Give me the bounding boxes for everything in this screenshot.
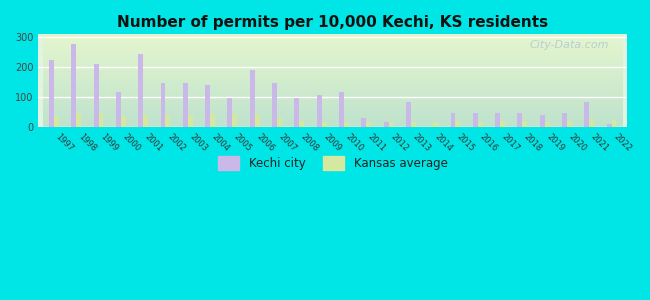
Title: Number of permits per 10,000 Kechi, KS residents: Number of permits per 10,000 Kechi, KS r… [117,15,549,30]
Bar [138,54,143,127]
Bar [143,115,148,127]
Bar [384,122,389,127]
Bar [517,113,523,127]
Bar [590,119,594,127]
Bar [49,60,54,127]
Bar [166,115,170,127]
Bar [76,113,81,127]
Bar [433,122,438,127]
Bar [473,113,478,127]
Bar [495,113,500,127]
Bar [584,102,590,127]
Bar [161,82,166,127]
Bar [210,114,215,127]
Bar [540,115,545,127]
Bar [322,122,326,127]
Bar [366,122,371,127]
Bar [317,95,322,127]
Bar [500,121,505,127]
Bar [94,64,99,127]
Bar [233,114,237,127]
Legend: Kechi city, Kansas average: Kechi city, Kansas average [213,152,452,175]
Bar [361,118,366,127]
Bar [344,122,349,127]
Bar [205,85,210,127]
Bar [567,121,572,127]
Bar [339,92,344,127]
Bar [272,83,277,127]
Bar [294,98,299,127]
Bar [478,122,482,127]
Bar [411,122,416,127]
Bar [277,118,282,127]
Bar [188,115,192,127]
Bar [121,116,126,127]
Bar [72,44,76,127]
Bar [116,92,121,127]
Bar [450,113,456,127]
Bar [562,113,567,127]
Bar [183,82,188,127]
Bar [255,114,259,127]
Bar [406,102,411,127]
Bar [99,113,103,127]
Bar [545,122,549,127]
Bar [523,121,527,127]
Bar [54,116,59,127]
Bar [227,98,233,127]
Bar [299,121,304,127]
Text: City-Data.com: City-Data.com [530,40,610,50]
Bar [456,121,460,127]
Bar [606,124,612,127]
Bar [250,70,255,127]
Bar [612,120,616,127]
Bar [389,122,393,127]
